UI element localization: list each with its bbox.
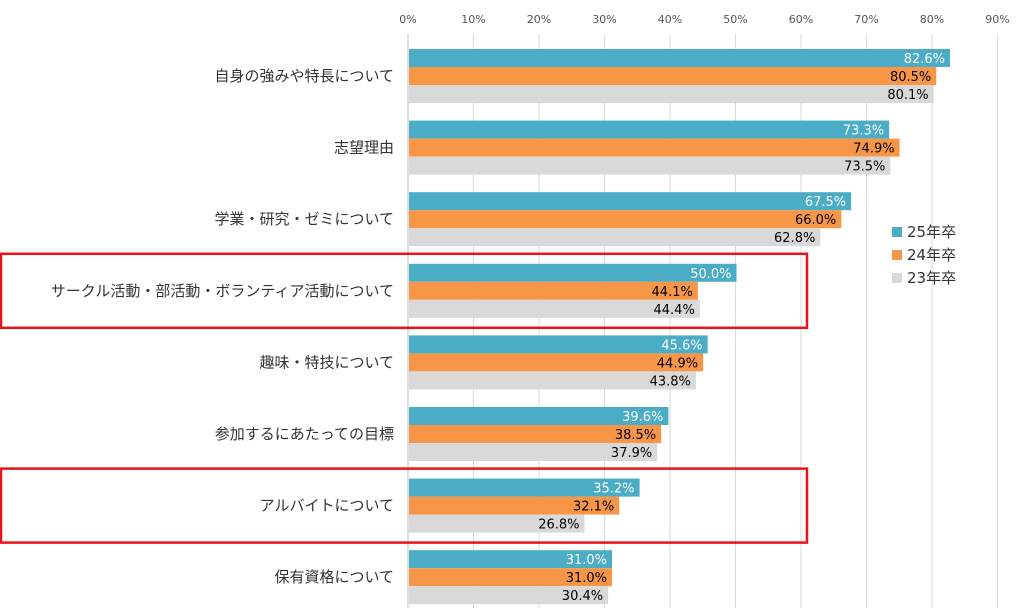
data-label: 74.9% [853,142,894,157]
data-label: 62.8% [774,231,815,246]
data-label: 82.6% [904,52,945,67]
bar [409,138,900,157]
bar [409,281,698,300]
category-label: 趣味・特技について [259,353,394,371]
bar [409,586,609,605]
bar [409,120,890,139]
bar [409,335,708,354]
data-label: 32.1% [573,500,614,515]
data-label: 43.8% [650,374,691,389]
data-label: 80.1% [887,88,928,103]
legend-label: 24年卒 [907,246,956,264]
legend-label: 25年卒 [907,223,956,241]
data-label: 73.3% [843,124,884,139]
bar [409,443,658,461]
bar [409,407,669,425]
category-label: 学業・研究・ゼミについて [214,210,394,228]
category-labels: 自身の強みや特長について志望理由学業・研究・ゼミについてサークル活動・部活動・ボ… [51,67,394,586]
bar [409,568,613,587]
bar [409,67,937,85]
legend: 25年卒 24年卒 23年卒 [892,223,956,287]
category-label: 自身の強みや特長について [214,67,394,85]
data-label: 73.5% [844,160,885,175]
data-label: 31.0% [566,571,607,586]
x-tick-label: 20% [527,13,551,26]
x-tick-label: 60% [789,13,813,26]
bar [409,425,662,443]
data-label: 37.9% [611,446,652,461]
data-label: 30.4% [562,589,603,604]
bar [409,353,704,372]
bar [409,156,891,175]
legend-swatch [892,227,902,237]
data-label: 50.0% [690,267,731,282]
legend-swatch [892,273,902,283]
bar [409,478,640,497]
x-tick-label: 30% [592,13,616,26]
data-label: 67.5% [805,195,846,210]
highlight-box [0,467,809,544]
bar [409,49,951,67]
x-axis-ticks: 0% 10% 20% 30% 40% 50% 60% 70% 80% 90% [399,13,1009,26]
bar [409,192,852,211]
category-label: 参加するにあたっての目標 [215,425,394,443]
data-label: 44.4% [654,303,695,318]
x-tick-label: 50% [723,13,747,26]
category-label: アルバイトについて [260,497,394,515]
bar [409,496,620,515]
x-tick-label: 40% [658,13,682,26]
bar [409,210,842,229]
data-label: 45.6% [661,338,702,353]
bar [409,228,821,247]
data-label: 66.0% [795,213,836,228]
data-label: 35.2% [593,482,634,497]
category-label: サークル活動・部活動・ボランティア活動について [51,282,394,300]
x-tick-label: 10% [461,13,485,26]
bar [409,550,613,569]
x-tick-label: 80% [920,13,944,26]
legend-swatch [892,250,902,260]
category-label: 志望理由 [334,139,394,157]
category-label: 保有資格について [274,568,394,586]
bar [409,263,737,282]
data-label: 38.5% [615,428,656,443]
data-label: 39.6% [622,410,663,425]
x-tick-label: 90% [985,13,1009,26]
legend-label: 23年卒 [907,269,956,287]
bar [409,85,934,103]
x-tick-label: 70% [854,13,878,26]
bar [409,371,696,390]
x-tick-label: 0% [399,13,416,26]
data-label: 44.1% [652,285,693,300]
data-label: 26.8% [538,518,579,533]
bars-group: 82.6% 80.5% 80.1% 73.3% 74.9% 73.5% 67.5% 66.0%… [409,49,951,605]
data-label: 44.9% [657,356,698,371]
bar [409,514,585,533]
highlight-box [0,252,809,330]
data-label: 80.5% [890,70,931,85]
bar [409,299,700,318]
data-label: 31.0% [566,553,607,568]
highlight-boxes [0,252,809,544]
